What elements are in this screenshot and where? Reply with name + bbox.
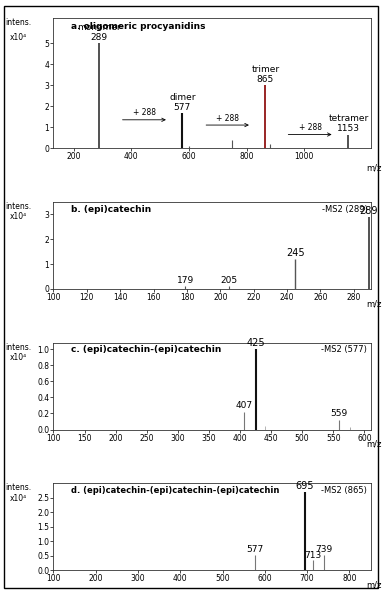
Text: 695: 695: [296, 482, 314, 491]
Text: x10⁴: x10⁴: [10, 353, 27, 362]
Text: intens.: intens.: [6, 202, 32, 211]
Text: 559: 559: [330, 409, 348, 418]
Text: 577: 577: [246, 545, 264, 554]
Text: monomer
289: monomer 289: [78, 23, 121, 42]
Text: -MS2 (289): -MS2 (289): [322, 204, 367, 214]
Text: c. (epi)catechin-(epi)catechin: c. (epi)catechin-(epi)catechin: [71, 345, 221, 354]
Text: intens.: intens.: [6, 343, 32, 352]
Text: trimer
865: trimer 865: [251, 65, 279, 84]
X-axis label: m/z: m/z: [366, 440, 381, 449]
Text: 205: 205: [220, 276, 237, 285]
X-axis label: m/z: m/z: [366, 164, 381, 173]
Text: x10⁴: x10⁴: [10, 213, 27, 222]
Text: + 288: + 288: [133, 108, 156, 116]
Text: intens.: intens.: [6, 18, 32, 27]
Text: 289: 289: [359, 206, 378, 216]
Text: tetramer
1153: tetramer 1153: [328, 114, 369, 134]
Text: + 288: + 288: [216, 113, 239, 122]
X-axis label: m/z: m/z: [366, 581, 381, 590]
Text: 425: 425: [246, 338, 265, 348]
Text: 713: 713: [304, 551, 321, 560]
Text: 179: 179: [177, 276, 194, 285]
Text: x10⁴: x10⁴: [10, 494, 27, 503]
Text: intens.: intens.: [6, 484, 32, 492]
Text: a. oligomeric procyanidins: a. oligomeric procyanidins: [71, 22, 206, 31]
X-axis label: m/z: m/z: [366, 299, 381, 308]
Text: -MS2 (865): -MS2 (865): [322, 486, 367, 495]
Text: b. (epi)catechin: b. (epi)catechin: [71, 204, 151, 214]
Text: -MS2 (577): -MS2 (577): [322, 345, 367, 354]
Text: 245: 245: [286, 248, 305, 258]
Text: 739: 739: [315, 545, 332, 554]
Text: + 288: + 288: [298, 123, 322, 132]
Text: 407: 407: [236, 401, 253, 410]
Text: dimer
577: dimer 577: [169, 93, 196, 112]
Text: x10⁴: x10⁴: [10, 33, 27, 42]
Text: d. (epi)catechin-(epi)catechin-(epi)catechin: d. (epi)catechin-(epi)catechin-(epi)cate…: [71, 486, 279, 495]
